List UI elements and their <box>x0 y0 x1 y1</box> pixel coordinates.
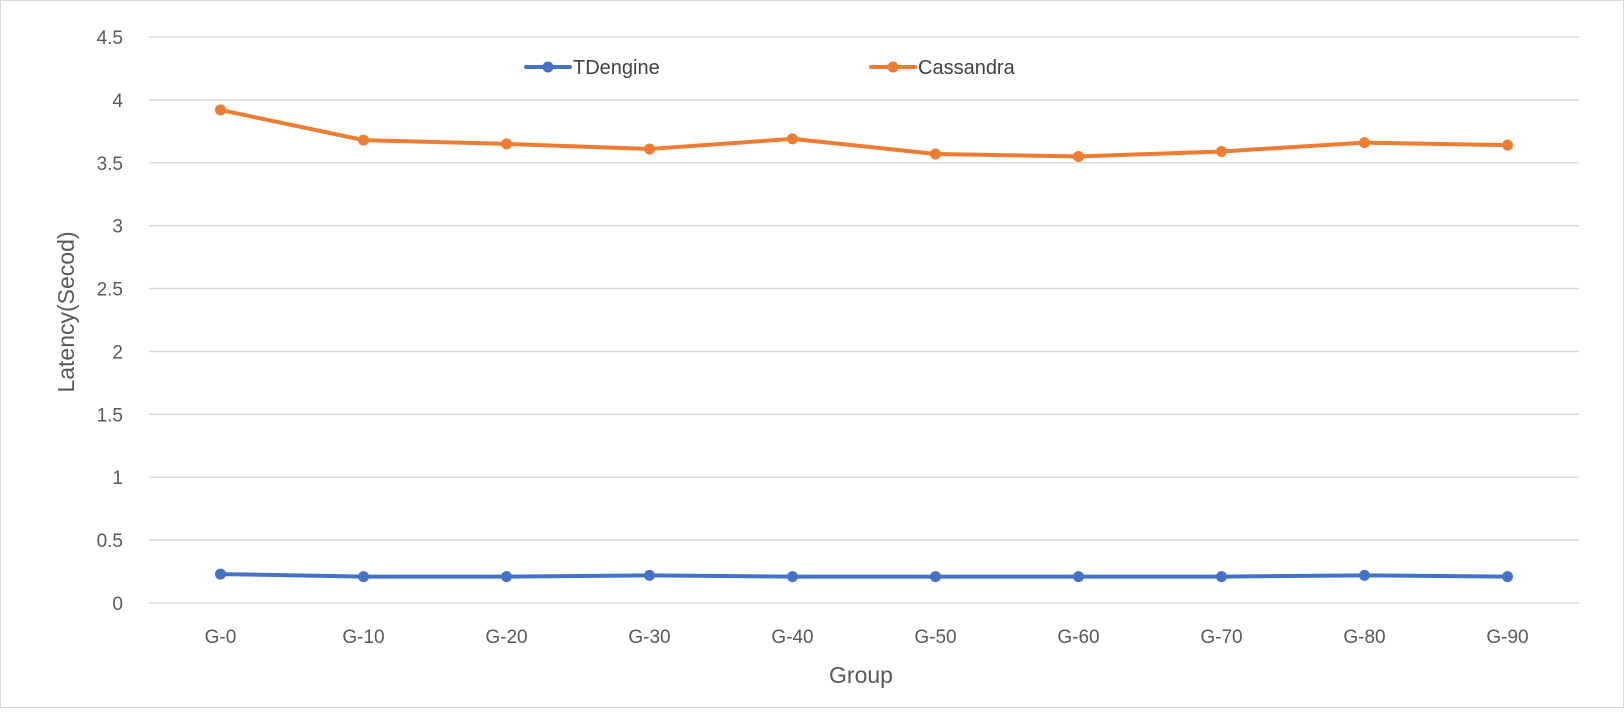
data-point-cassandra <box>1359 137 1370 149</box>
y-axis-title: Latency(Secod) <box>53 231 79 392</box>
data-point-cassandra <box>787 133 798 145</box>
data-point-tdengine <box>501 571 512 583</box>
data-point-tdengine <box>930 571 941 583</box>
y-tick-label: 4.5 <box>97 28 123 49</box>
y-tick-label: 0 <box>112 594 123 615</box>
x-tick-label: G-60 <box>1057 627 1099 648</box>
data-point-tdengine <box>644 569 655 581</box>
y-tick-label: 4 <box>112 91 123 112</box>
y-tick-label: 1 <box>112 468 123 489</box>
y-axis-ticks: 0 0.5 1 1.5 2 2.5 3 3.5 4 4.5 <box>97 28 124 615</box>
y-tick-label: 0.5 <box>97 531 123 552</box>
gridlines <box>149 36 1579 604</box>
data-point-cassandra <box>215 104 226 116</box>
data-point-tdengine <box>358 571 369 583</box>
data-point-cassandra <box>501 138 512 150</box>
x-tick-label: G-10 <box>342 627 384 648</box>
x-tick-label: G-30 <box>628 627 670 648</box>
series-group <box>215 104 1513 583</box>
x-tick-label: G-80 <box>1343 627 1385 648</box>
x-axis-title: Group <box>829 662 893 688</box>
x-axis-ticks: G-0 G-10 G-20 G-30 G-40 G-50 G-60 G-70 G-80 G-90 <box>205 627 1529 648</box>
data-point-cassandra <box>1073 150 1084 162</box>
legend-label-cassandra: Cassandra <box>918 57 1016 79</box>
data-point-cassandra <box>1502 139 1513 151</box>
data-point-cassandra <box>1216 145 1227 157</box>
data-point-tdengine <box>1073 571 1084 583</box>
x-tick-label: G-40 <box>771 627 813 648</box>
legend-marker-tdengine <box>542 61 554 73</box>
data-point-cassandra <box>644 143 655 155</box>
data-point-cassandra <box>358 134 369 146</box>
y-tick-label: 3 <box>112 217 123 238</box>
x-tick-label: G-20 <box>485 627 527 648</box>
legend-marker-cassandra <box>887 61 899 73</box>
legend: TDengine Cassandra <box>524 57 1016 79</box>
series-line-cassandra <box>218 107 1510 159</box>
x-tick-label: G-90 <box>1486 627 1528 648</box>
y-tick-label: 3.5 <box>97 154 123 175</box>
y-tick-label: 2.5 <box>97 280 123 301</box>
y-tick-label: 1.5 <box>97 405 123 426</box>
legend-label-tdengine: TDengine <box>573 57 660 79</box>
data-point-tdengine <box>1502 571 1513 583</box>
data-point-tdengine <box>1359 569 1370 581</box>
x-tick-label: G-0 <box>205 627 237 648</box>
series-line-tdengine <box>218 572 1510 579</box>
x-tick-label: G-50 <box>914 627 956 648</box>
data-point-tdengine <box>215 568 226 580</box>
x-tick-label: G-70 <box>1200 627 1242 648</box>
data-point-cassandra <box>930 148 941 160</box>
y-tick-label: 2 <box>112 342 123 363</box>
data-point-tdengine <box>787 571 798 583</box>
data-point-tdengine <box>1216 571 1227 583</box>
